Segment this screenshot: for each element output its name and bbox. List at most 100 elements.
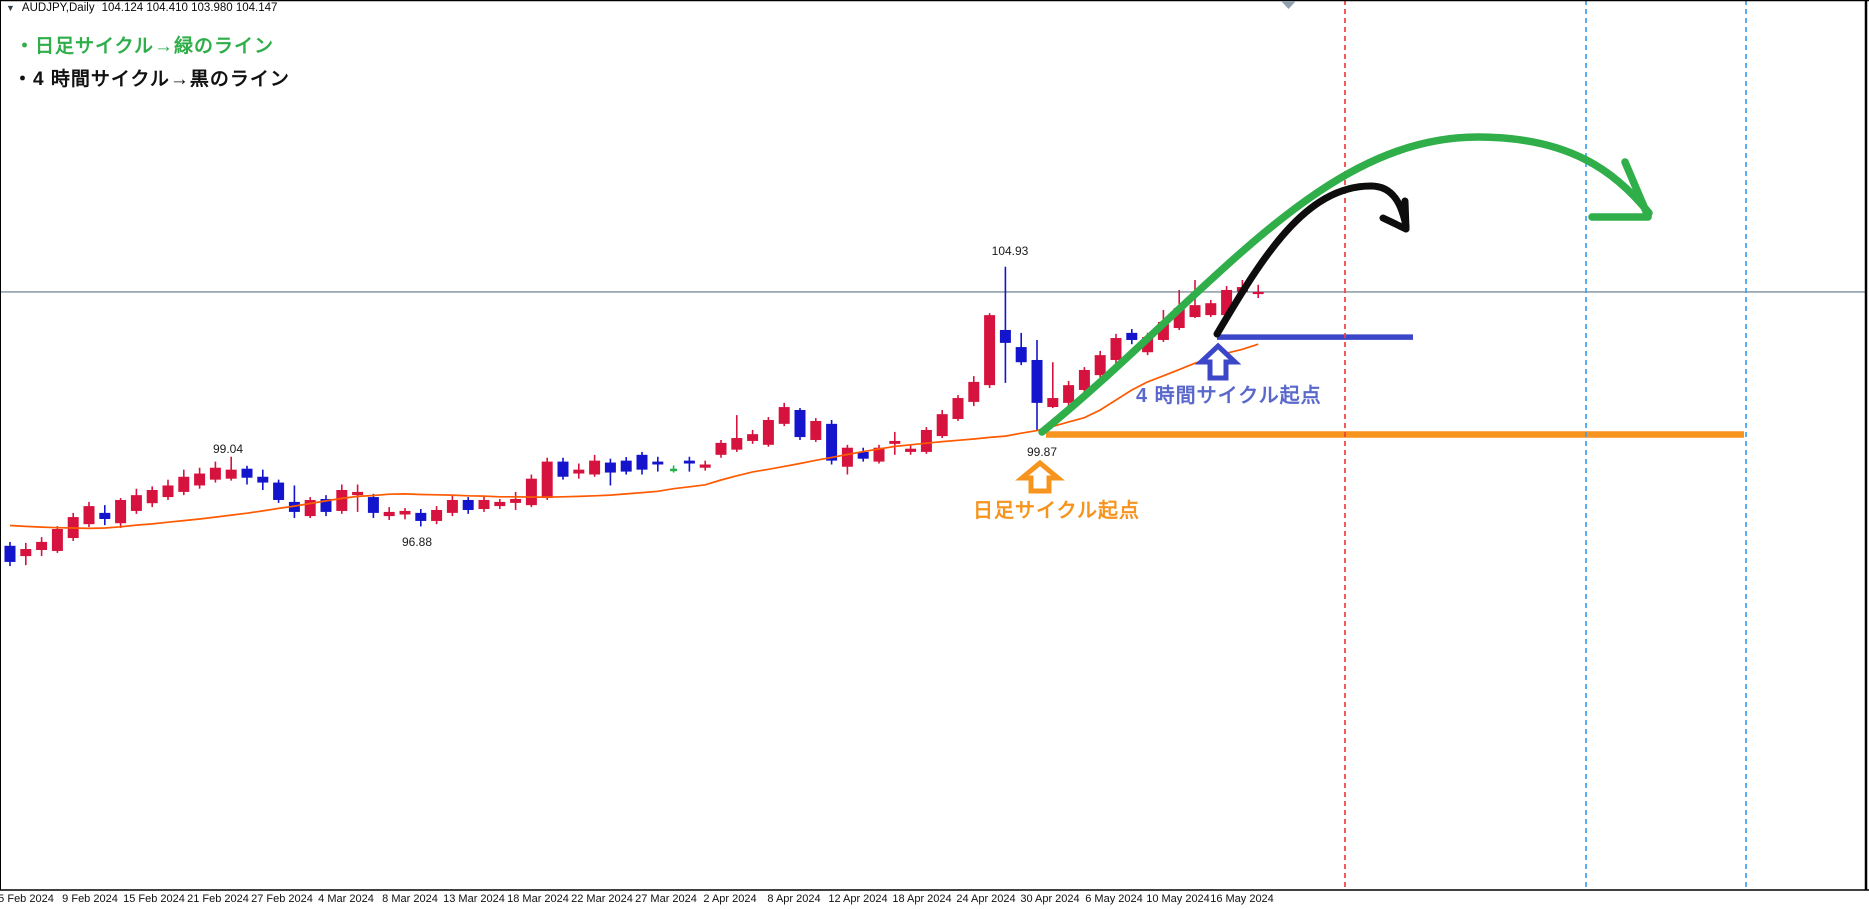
- date-label: 2 Apr 2024: [703, 893, 757, 905]
- candle-body: [636, 454, 648, 470]
- candle-body: [178, 476, 190, 492]
- candle-body: [1063, 385, 1075, 403]
- candle-body: [162, 485, 174, 498]
- candle-body: [620, 460, 632, 472]
- candle-body: [683, 460, 695, 464]
- candle-body: [383, 511, 395, 517]
- candle-body: [367, 497, 379, 513]
- candle-body: [431, 509, 443, 521]
- candle-body: [1173, 308, 1185, 329]
- date-label: 18 Apr 2024: [892, 893, 952, 905]
- candle-body: [146, 489, 158, 504]
- candle-body: [762, 419, 774, 445]
- candle-body: [984, 315, 996, 386]
- candle-body: [304, 499, 316, 517]
- note-daily-cycle: ・日足サイクル→緑のライン: [15, 36, 275, 57]
- candle-body: [225, 469, 237, 479]
- candle-body: [731, 438, 743, 450]
- price-label-apr-high: 104.93: [991, 244, 1029, 258]
- date-label: 10 May 2024: [1146, 893, 1210, 905]
- candle-body: [857, 451, 869, 459]
- candle-body: [399, 510, 411, 515]
- candle-body: [115, 499, 127, 524]
- note-h4-cycle: ・4 時間サイクル→黒のライン: [13, 69, 290, 90]
- date-label: 4 Mar 2024: [318, 893, 374, 905]
- candle-body: [194, 473, 206, 486]
- candle-body: [446, 499, 458, 513]
- candle-body: [525, 478, 537, 506]
- candle-body: [604, 462, 616, 473]
- h4-cycle-black-arc-head: [1379, 214, 1410, 233]
- date-label: 15 Feb 2024: [123, 893, 185, 905]
- date-label: 12 Apr 2024: [828, 893, 888, 905]
- date-label: 24 Apr 2024: [956, 893, 1016, 905]
- candle-body: [415, 512, 427, 521]
- date-label: 9 Feb 2024: [62, 893, 118, 905]
- time-axis[interactable]: 5 Feb 2024 9 Feb 2024 15 Feb 2024 21 Feb 20…: [0, 893, 1869, 909]
- candle-body: [889, 440, 901, 444]
- candle-body: [778, 407, 790, 424]
- candle-body: [652, 461, 664, 465]
- daily-cycle-green-arc[interactable]: [1038, 133, 1653, 436]
- candle-body: [273, 482, 285, 500]
- date-label: 30 Apr 2024: [1020, 893, 1080, 905]
- candle-body: [209, 467, 221, 480]
- candle-body: [573, 469, 585, 474]
- candle-body: [1189, 305, 1201, 318]
- price-label-mar-low: 96.88: [401, 535, 433, 549]
- symbol-dropdown-icon[interactable]: ▼: [6, 2, 15, 13]
- candle-body: [557, 461, 569, 477]
- symbol-period-label: AUDJPY,Daily: [21, 2, 95, 14]
- candle-body: [1126, 332, 1138, 340]
- candle-body: [352, 491, 364, 496]
- candle-body: [336, 489, 348, 511]
- h4-origin-arrow[interactable]: [1194, 342, 1242, 381]
- candle-body: [83, 506, 95, 525]
- date-label: 16 May 2024: [1210, 893, 1274, 905]
- chart-header: ▼ AUDJPY,Daily 104.124 104.410 103.980 1…: [6, 2, 277, 14]
- date-label: 13 Mar 2024: [443, 893, 505, 905]
- candle-body: [747, 434, 759, 441]
- candle-body: [905, 448, 917, 452]
- candle-body: [715, 442, 727, 455]
- candle-body: [257, 476, 269, 483]
- candle-body: [873, 447, 885, 462]
- candle-body: [51, 529, 63, 551]
- daily-cycle-origin-label: 日足サイクル起点: [973, 500, 1140, 522]
- candle-body: [1110, 338, 1122, 360]
- ohlc-quote: 104.124 104.410 103.980 104.147: [101, 2, 278, 14]
- h4-cycle-black-arc[interactable]: [1213, 182, 1410, 338]
- candle-body: [1157, 321, 1169, 340]
- price-label-cycle-low: 99.87: [1026, 445, 1058, 459]
- candle-body: [670, 468, 678, 472]
- candle-body: [826, 423, 838, 461]
- price-label-feb-high: 99.04: [212, 442, 244, 456]
- date-label: 8 Mar 2024: [382, 893, 438, 905]
- candle-body: [20, 549, 32, 557]
- candle-body: [1094, 355, 1106, 376]
- candle-body: [36, 541, 48, 550]
- candle-body: [494, 501, 506, 507]
- candle-body: [589, 460, 601, 475]
- candle-body: [1252, 291, 1264, 295]
- candle-body: [241, 468, 253, 478]
- h4-cycle-origin-label: 4 時間サイクル起点: [1136, 385, 1322, 407]
- candle-body: [999, 329, 1011, 343]
- date-label: 18 Mar 2024: [507, 893, 569, 905]
- daily-origin-arrow[interactable]: [1015, 459, 1065, 494]
- candle-body: [320, 499, 332, 512]
- candle-body: [810, 420, 822, 440]
- candle-body: [699, 464, 711, 468]
- candle-body: [1205, 303, 1217, 316]
- chart-shift-marker-icon[interactable]: [1281, 1, 1296, 9]
- date-label: 27 Mar 2024: [635, 893, 697, 905]
- candle-body: [952, 398, 964, 420]
- daily-cycle-green-arc-head: [1621, 158, 1652, 220]
- candle-body: [841, 447, 853, 467]
- candle-body: [99, 512, 111, 520]
- candle-body: [462, 499, 474, 510]
- candle-body: [968, 381, 980, 402]
- candle-body: [920, 429, 932, 452]
